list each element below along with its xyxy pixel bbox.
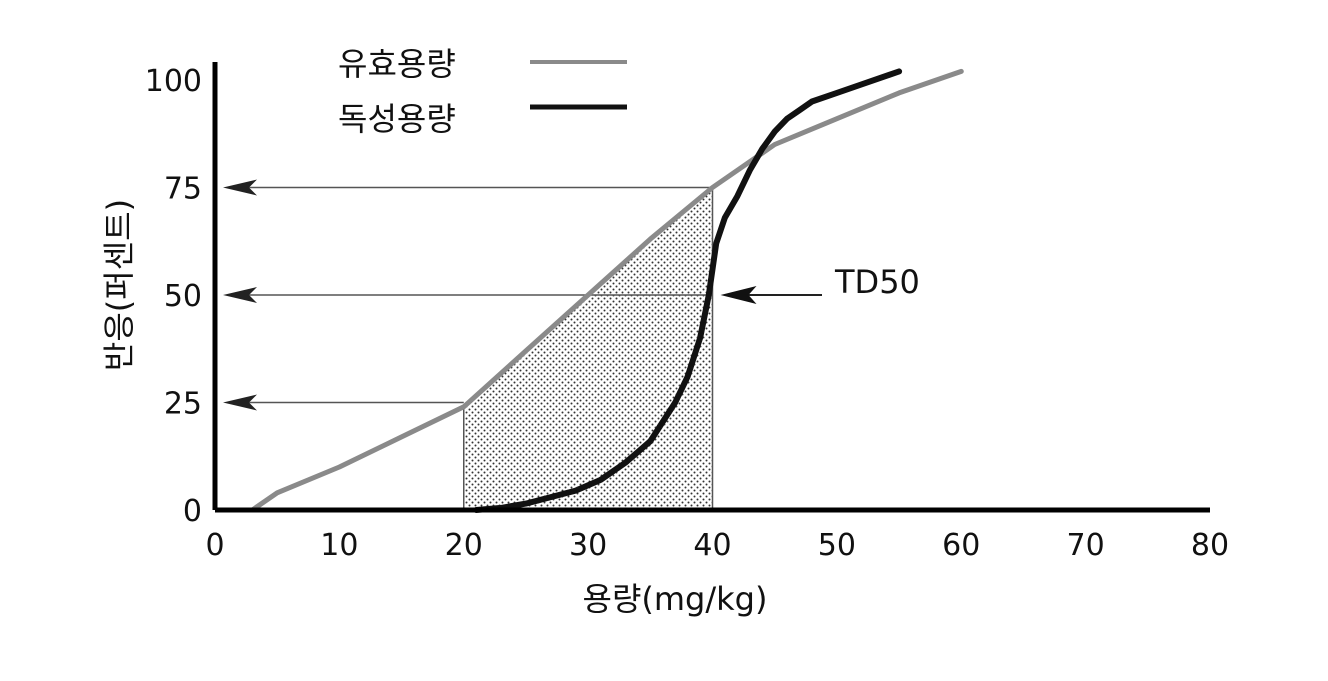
x-tick-label: 50 (818, 528, 856, 563)
y-tick-label: 75 (164, 172, 202, 207)
y-axis-title: 반응(퍼센트) (100, 199, 138, 371)
x-tick-label: 10 (320, 528, 358, 563)
x-tick-label: 30 (569, 528, 607, 563)
y-tick-label: 50 (164, 279, 202, 314)
legend: 유효용량 독성용량 (338, 45, 627, 138)
x-tick-label: 60 (942, 528, 980, 563)
x-tick-label: 0 (205, 528, 224, 563)
x-tick-label: 80 (1191, 528, 1229, 563)
y-tick-label: 100 (145, 64, 202, 99)
y-tick-label: 0 (183, 494, 202, 529)
td50-arrowhead (720, 286, 757, 304)
legend-label-toxic-dose: 독성용량 (338, 100, 456, 138)
td50-label: TD50 (834, 263, 920, 301)
x-tick-label: 70 (1067, 528, 1105, 563)
reference-arrowhead-25 (223, 394, 257, 411)
x-axis-title: 용량(mg/kg) (583, 580, 768, 618)
x-tick-label: 40 (693, 528, 731, 563)
series-line-effective-dose (249, 68, 964, 513)
reference-arrowhead-75 (223, 179, 257, 196)
series-line-toxic-dose (473, 68, 903, 513)
shaded-region (463, 187, 713, 510)
legend-label-effective-dose: 유효용량 (338, 45, 456, 83)
y-tick-label: 25 (164, 387, 202, 422)
x-tick-label: 20 (445, 528, 483, 563)
reference-arrowhead-50 (223, 287, 257, 303)
